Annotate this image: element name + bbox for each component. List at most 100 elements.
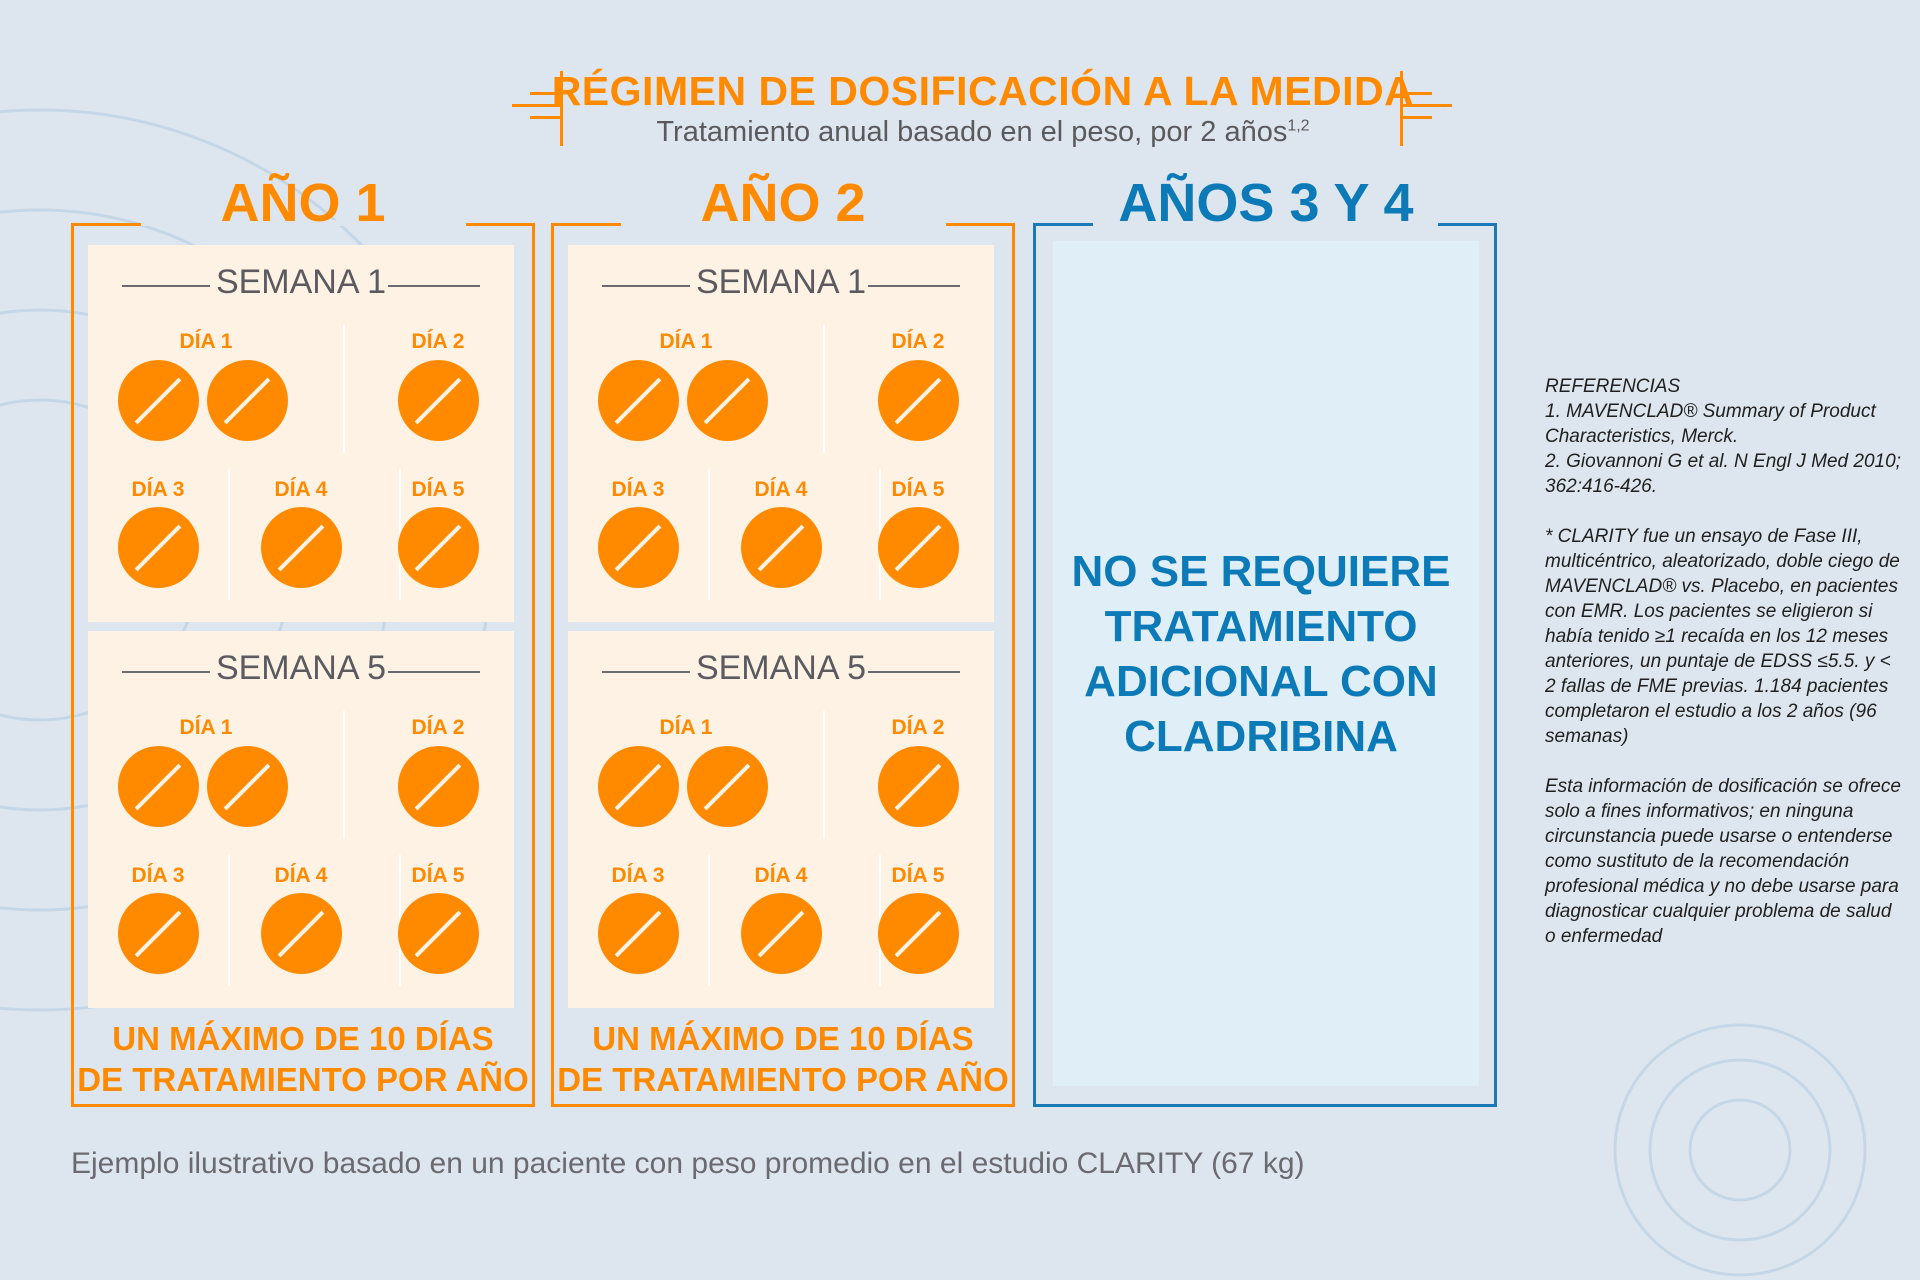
day-label: DÍA 1 bbox=[179, 716, 233, 739]
day-label: DÍA 2 bbox=[411, 330, 465, 353]
day-label: DÍA 3 bbox=[611, 864, 665, 887]
title-bracket-right bbox=[1400, 71, 1403, 146]
title-bracket-right bbox=[1402, 116, 1432, 119]
pill-tablet-icon bbox=[261, 893, 342, 974]
day-label: DÍA 2 bbox=[411, 716, 465, 739]
day-divider bbox=[228, 855, 230, 986]
max-days-line: UN MÁXIMO DE 10 DÍAS bbox=[592, 1020, 974, 1057]
max-days-line: DE TRATAMIENTO POR AÑO bbox=[557, 1061, 1009, 1098]
day-label: DÍA 3 bbox=[131, 478, 185, 501]
pill-tablet-icon bbox=[207, 360, 288, 441]
title-bracket-left bbox=[530, 116, 560, 119]
day-label: DÍA 2 bbox=[891, 330, 945, 353]
day-label: DÍA 5 bbox=[411, 864, 465, 887]
day-label: DÍA 3 bbox=[131, 864, 185, 887]
day-label: DÍA 4 bbox=[274, 478, 328, 501]
message-line: TRATAMIENTO bbox=[1104, 602, 1418, 651]
years-3-4-header: AÑOS 3 Y 4 bbox=[1118, 173, 1414, 233]
message-line: ADICIONAL CON bbox=[1084, 657, 1438, 706]
week-rule-left bbox=[122, 285, 210, 287]
day-label: DÍA 1 bbox=[659, 716, 713, 739]
max-days-line: DE TRATAMIENTO POR AÑO bbox=[77, 1061, 529, 1098]
week-rule-left bbox=[602, 671, 690, 673]
pill-tablet-icon bbox=[118, 893, 199, 974]
day-label: DÍA 1 bbox=[659, 330, 713, 353]
day-label: DÍA 4 bbox=[274, 864, 328, 887]
day-divider bbox=[343, 711, 345, 839]
pill-tablet-icon bbox=[598, 893, 679, 974]
header-gap bbox=[141, 220, 466, 226]
message-line: NO SE REQUIERE bbox=[1071, 547, 1451, 596]
week-label: SEMANA 1 bbox=[695, 263, 867, 301]
pill-tablet-icon bbox=[878, 360, 959, 441]
illustrative-caption: Ejemplo ilustrativo basado en un pacient… bbox=[71, 1147, 1305, 1180]
header-gap bbox=[621, 220, 946, 226]
pill-tablet-icon bbox=[741, 507, 822, 588]
page-subtitle: Tratamiento anual basado en el peso, por… bbox=[0, 116, 1920, 149]
pill-tablet-icon bbox=[261, 507, 342, 588]
day-divider bbox=[823, 711, 825, 839]
day-divider bbox=[708, 855, 710, 986]
pill-tablet-icon bbox=[878, 893, 959, 974]
max-days-note: UN MÁXIMO DE 10 DÍAS DE TRATAMIENTO POR A… bbox=[71, 1018, 535, 1100]
message-line: CLADRIBINA bbox=[1124, 712, 1398, 761]
references: REFERENCIAS 1. MAVENCLAD® Summary of Pro… bbox=[1545, 376, 1901, 947]
week-panel: SEMANA 1 DÍA 1 DÍA 2 DÍA 3 DÍA 4 DÍA 5 bbox=[568, 245, 994, 622]
week-rule-left bbox=[602, 285, 690, 287]
pill-tablet-icon bbox=[398, 507, 479, 588]
year-header: AÑO 1 bbox=[220, 173, 386, 233]
pill-tablet-icon bbox=[207, 746, 288, 827]
pill-tablet-icon bbox=[398, 360, 479, 441]
week-panel: SEMANA 5 DÍA 1 DÍA 2 DÍA 3 DÍA 4 DÍA 5 bbox=[88, 631, 514, 1008]
title-bracket-right bbox=[1402, 92, 1432, 95]
title-bracket-left bbox=[560, 71, 563, 146]
pill-tablet-icon bbox=[878, 507, 959, 588]
pill-tablet-icon bbox=[687, 360, 768, 441]
header-gap bbox=[1093, 220, 1438, 226]
day-label: DÍA 1 bbox=[179, 330, 233, 353]
day-label: DÍA 4 bbox=[754, 864, 808, 887]
subtitle-text: Tratamiento anual basado en el peso, por… bbox=[656, 116, 1288, 148]
week-panel: SEMANA 5 DÍA 1 DÍA 2 DÍA 3 DÍA 4 DÍA 5 bbox=[568, 631, 994, 1008]
day-label: DÍA 2 bbox=[891, 716, 945, 739]
pill-tablet-icon bbox=[118, 746, 199, 827]
subtitle-superscript: 1,2 bbox=[1287, 117, 1310, 135]
pill-tablet-icon bbox=[118, 507, 199, 588]
week-rule-right bbox=[868, 285, 960, 287]
pill-tablet-icon bbox=[398, 893, 479, 974]
pill-tablet-icon bbox=[598, 507, 679, 588]
day-label: DÍA 3 bbox=[611, 478, 665, 501]
week-rule-right bbox=[388, 285, 480, 287]
page-title: RÉGIMEN DE DOSIFICACIÓN A LA MEDIDA bbox=[551, 68, 1415, 114]
week-rule-right bbox=[388, 671, 480, 673]
day-label: DÍA 5 bbox=[891, 478, 945, 501]
title-bracket-left bbox=[530, 92, 560, 95]
day-label: DÍA 5 bbox=[891, 864, 945, 887]
years-3-4-panel bbox=[1053, 241, 1479, 1086]
day-label: DÍA 4 bbox=[754, 478, 808, 501]
pill-tablet-icon bbox=[687, 746, 768, 827]
week-rule-right bbox=[868, 671, 960, 673]
week-rule-left bbox=[122, 671, 210, 673]
pill-tablet-icon bbox=[598, 746, 679, 827]
pill-tablet-icon bbox=[741, 893, 822, 974]
year-header: AÑO 2 bbox=[700, 173, 866, 233]
day-divider bbox=[708, 469, 710, 600]
pill-tablet-icon bbox=[878, 746, 959, 827]
week-label: SEMANA 5 bbox=[695, 649, 867, 687]
title-bracket-left bbox=[512, 104, 560, 107]
day-divider bbox=[823, 325, 825, 453]
week-label: SEMANA 1 bbox=[215, 263, 387, 301]
pill-tablet-icon bbox=[598, 360, 679, 441]
day-label: DÍA 5 bbox=[411, 478, 465, 501]
title-bracket-right bbox=[1402, 104, 1452, 107]
pill-tablet-icon bbox=[398, 746, 479, 827]
day-divider bbox=[343, 325, 345, 453]
pill-tablet-icon bbox=[118, 360, 199, 441]
max-days-note: UN MÁXIMO DE 10 DÍAS DE TRATAMIENTO POR A… bbox=[551, 1018, 1015, 1100]
week-label: SEMANA 5 bbox=[215, 649, 387, 687]
max-days-line: UN MÁXIMO DE 10 DÍAS bbox=[112, 1020, 494, 1057]
week-panel: SEMANA 1 DÍA 1 DÍA 2 DÍA 3 DÍA 4 DÍA 5 bbox=[88, 245, 514, 622]
day-divider bbox=[228, 469, 230, 600]
no-treatment-message: NO SE REQUIERE TRATAMIENTO ADICIONAL CON… bbox=[1048, 544, 1474, 764]
